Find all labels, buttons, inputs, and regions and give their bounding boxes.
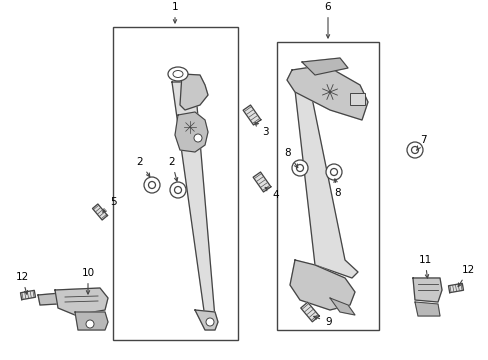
Polygon shape [414, 302, 439, 316]
Circle shape [411, 147, 418, 153]
Text: 6: 6 [324, 2, 331, 38]
Text: 4: 4 [264, 188, 278, 200]
Text: 12: 12 [15, 272, 29, 294]
Text: 10: 10 [81, 268, 94, 294]
Circle shape [325, 164, 341, 180]
Polygon shape [20, 290, 36, 300]
Ellipse shape [168, 67, 187, 81]
Polygon shape [289, 260, 354, 310]
Circle shape [148, 181, 155, 189]
Polygon shape [175, 112, 207, 152]
Circle shape [205, 318, 214, 326]
Polygon shape [300, 302, 319, 322]
Circle shape [406, 142, 422, 158]
Circle shape [194, 134, 202, 142]
Circle shape [86, 320, 94, 328]
Polygon shape [294, 88, 357, 278]
Polygon shape [329, 298, 354, 315]
Bar [113, 27, 238, 340]
Bar [276, 42, 378, 330]
Polygon shape [286, 65, 367, 120]
Text: 5: 5 [102, 197, 116, 212]
Text: 9: 9 [313, 316, 331, 327]
Bar [349, 93, 364, 105]
Text: 2: 2 [137, 157, 149, 177]
Text: 1: 1 [171, 2, 178, 23]
Text: 8: 8 [333, 179, 341, 198]
Polygon shape [243, 105, 260, 125]
Circle shape [291, 160, 307, 176]
Polygon shape [180, 74, 207, 110]
Circle shape [170, 182, 185, 198]
Polygon shape [55, 288, 108, 315]
Polygon shape [172, 82, 215, 318]
Text: 11: 11 [418, 255, 431, 278]
Polygon shape [253, 172, 270, 192]
Circle shape [174, 186, 181, 193]
Text: 8: 8 [284, 148, 297, 168]
Polygon shape [412, 278, 441, 302]
Polygon shape [75, 312, 108, 330]
Circle shape [330, 168, 337, 175]
Polygon shape [447, 283, 463, 293]
Circle shape [143, 177, 160, 193]
Circle shape [296, 165, 303, 171]
Text: 2: 2 [168, 157, 178, 181]
Text: 12: 12 [457, 265, 474, 287]
Polygon shape [38, 292, 75, 305]
Text: 7: 7 [416, 135, 426, 150]
Ellipse shape [173, 71, 183, 77]
Polygon shape [195, 310, 218, 330]
Polygon shape [302, 58, 347, 75]
Polygon shape [92, 204, 107, 220]
Text: 3: 3 [254, 123, 268, 137]
